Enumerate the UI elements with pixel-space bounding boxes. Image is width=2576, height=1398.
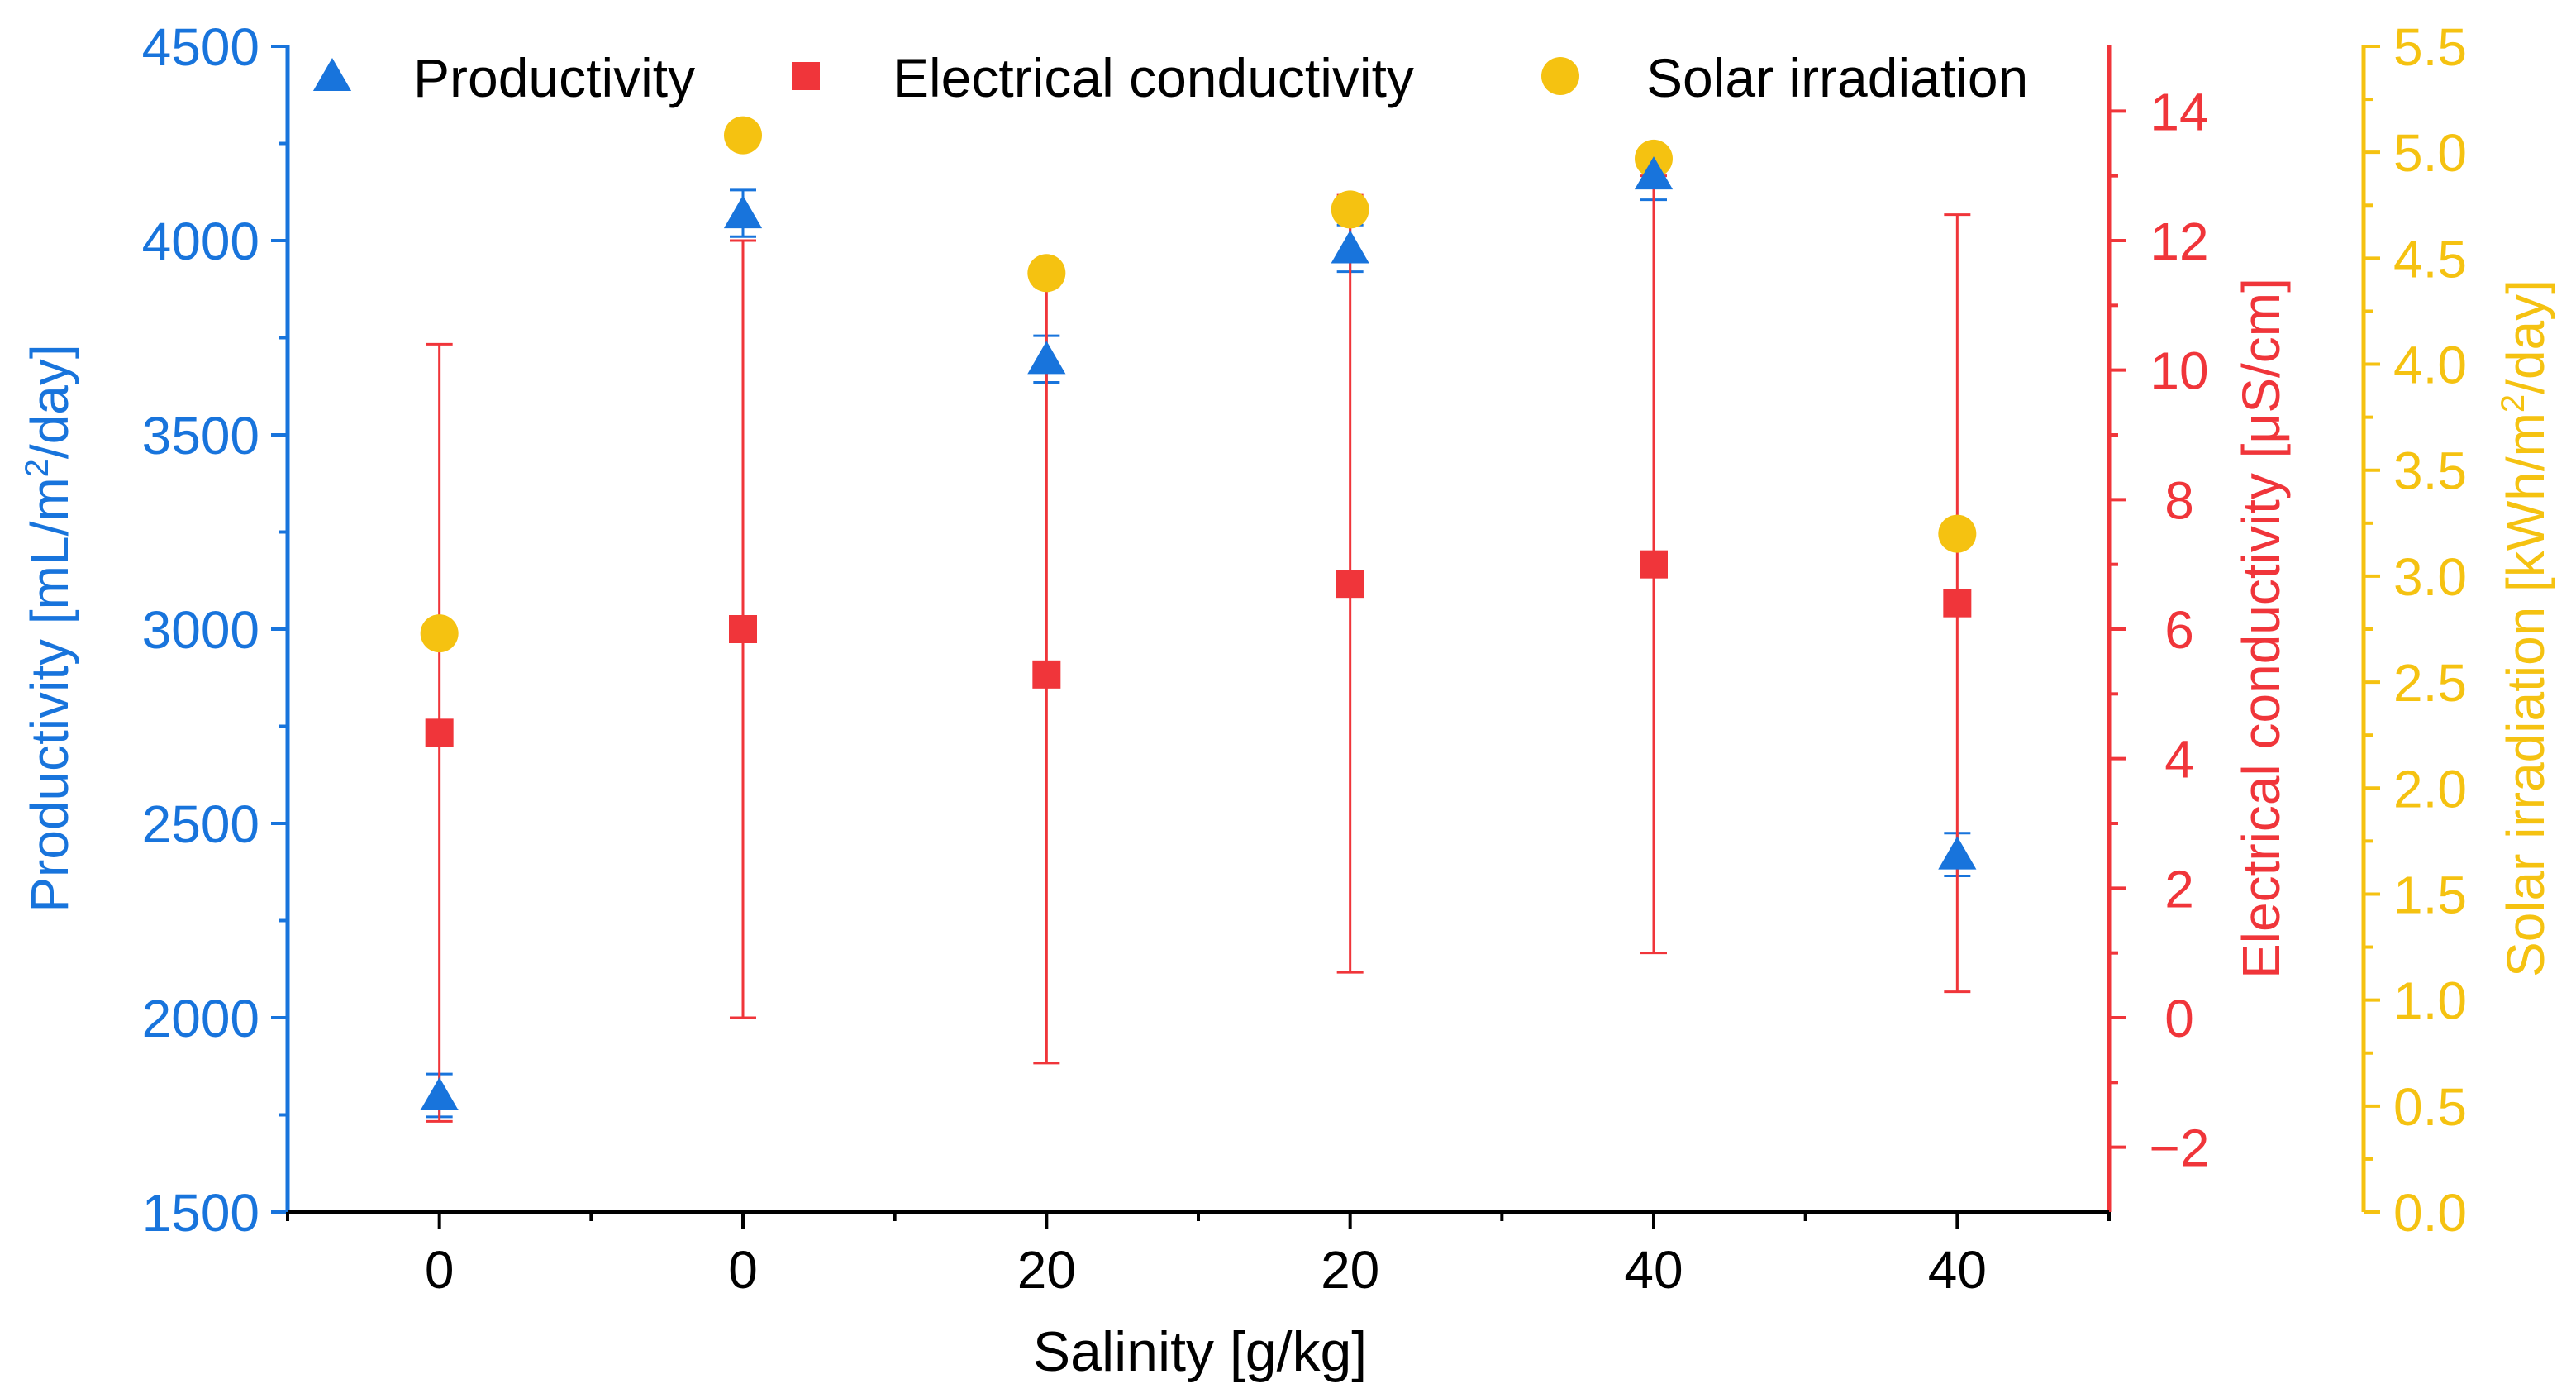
x-axis-tick-label: 0: [728, 1240, 758, 1300]
conductivity-axis-tick-label: −2: [2150, 1119, 2210, 1178]
left-axis-tick-label: 4500: [142, 17, 260, 77]
irradiation-axis-tick-label: 5.5: [2393, 17, 2467, 77]
legend-productivity-label: Productivity: [413, 47, 695, 108]
left-axis-tick-label: 3500: [142, 406, 260, 465]
conductivity-axis-tick-label: 10: [2150, 341, 2208, 401]
irradiation-axis-label: Solar irradiation [kWh/m2/day]: [2495, 279, 2555, 977]
solar-irradiation-point: [724, 116, 762, 155]
electrical-conductivity-point: [1640, 550, 1668, 579]
conductivity-axis-tick-label: 6: [2164, 600, 2194, 660]
solar-irradiation-point: [1938, 514, 1977, 553]
irradiation-axis-label-sup: 2: [2495, 394, 2531, 413]
irradiation-axis-tick-label: 1.0: [2393, 971, 2467, 1031]
x-axis-label: Salinity [g/kg]: [1033, 1320, 1367, 1383]
irradiation-axis-tick-label: 0.5: [2393, 1077, 2467, 1137]
irradiation-axis-label-prefix: Solar irradiation [kWh/m: [2496, 413, 2555, 977]
irradiation-axis-tick-label: 0.0: [2393, 1183, 2467, 1243]
productivity-axis: 1500 2000 2500 3000 3500 4000 4500: [142, 17, 290, 1243]
salinity-axis: 0 0 20 20 40 40: [286, 1210, 2111, 1300]
electrical-conductivity-point: [1336, 570, 1364, 599]
legend: Productivity Electrical conductivity Solar…: [312, 47, 2028, 108]
electrical-conductivity-point: [1943, 589, 1972, 618]
productivity-point: [1027, 341, 1066, 375]
conductivity-axis-tick-label: 0: [2164, 989, 2194, 1048]
data-marks: [420, 116, 1977, 1123]
x-axis-tick-label: 20: [1017, 1240, 1076, 1300]
conductivity-axis: −2 0 2 4 6 8 10 12 14: [2107, 45, 2210, 1212]
legend-solar-irradiation-marker: [1541, 57, 1579, 95]
irradiation-axis-tick-label: 1.5: [2393, 865, 2467, 924]
irradiation-axis-tick-label: 2.0: [2393, 759, 2467, 818]
legend-electrical-conductivity-label: Electrical conductivity: [893, 47, 1414, 108]
left-axis-label-sup: 2: [19, 459, 55, 477]
solar-irradiation-point: [1027, 254, 1066, 293]
irradiation-axis-tick-label: 5.0: [2393, 123, 2467, 183]
legend-productivity-marker: [312, 58, 352, 92]
irradiation-axis-tick-label: 3.5: [2393, 441, 2467, 501]
productivity-point: [1938, 836, 1977, 870]
irradiation-axis-tick-label: 4.0: [2393, 336, 2467, 395]
productivity-point: [1331, 230, 1369, 264]
electrical-conductivity-point: [425, 718, 454, 747]
left-axis-label: Productivity [mL/m2/day]: [19, 344, 79, 912]
left-axis-label-suffix: /day]: [20, 344, 79, 459]
legend-electrical-conductivity-marker: [792, 62, 820, 90]
left-axis-tick-label: 3000: [142, 600, 260, 660]
x-axis-tick-label: 20: [1321, 1240, 1379, 1300]
irradiation-axis-tick-label: 4.5: [2393, 229, 2467, 289]
conductivity-axis-tick-label: 14: [2150, 82, 2208, 141]
x-axis-tick-label: 40: [1928, 1240, 1987, 1300]
irradiation-axis: 0.0 0.5 1.0 1.5 2.0 2.5 3.0 3.5 4.0 4.5 5.0 5.5: [2361, 17, 2467, 1243]
left-axis-tick-label: 1500: [142, 1183, 260, 1243]
conductivity-axis-tick-label: 8: [2164, 470, 2194, 530]
left-axis-tick-label: 2000: [142, 989, 260, 1048]
irradiation-axis-label-suffix: /day]: [2496, 279, 2555, 394]
productivity-point: [1634, 156, 1674, 190]
solar-irradiation-point: [1331, 190, 1369, 229]
x-axis-tick-label: 0: [425, 1240, 455, 1300]
left-axis-label-prefix: Productivity [mL/m: [20, 477, 79, 912]
productivity-point: [723, 195, 763, 229]
left-axis-tick-label: 4000: [142, 212, 260, 271]
conductivity-axis-tick-label: 12: [2150, 212, 2208, 271]
conductivity-axis-tick-label: 2: [2164, 859, 2194, 918]
productivity-point: [420, 1077, 459, 1111]
irradiation-axis-tick-label: 2.5: [2393, 653, 2467, 713]
electrical-conductivity-point: [729, 615, 757, 643]
left-axis-tick-label: 2500: [142, 794, 260, 854]
legend-solar-irradiation-label: Solar irradiation: [1646, 47, 2028, 108]
conductivity-axis-label: Electrical conductivity [μS/cm]: [2231, 278, 2291, 979]
solar-irradiation-point: [420, 614, 459, 653]
irradiation-axis-tick-label: 3.0: [2393, 547, 2467, 607]
conductivity-axis-tick-label: 4: [2164, 730, 2194, 790]
electrical-conductivity-point: [1032, 660, 1061, 689]
x-axis-tick-label: 40: [1624, 1240, 1683, 1300]
